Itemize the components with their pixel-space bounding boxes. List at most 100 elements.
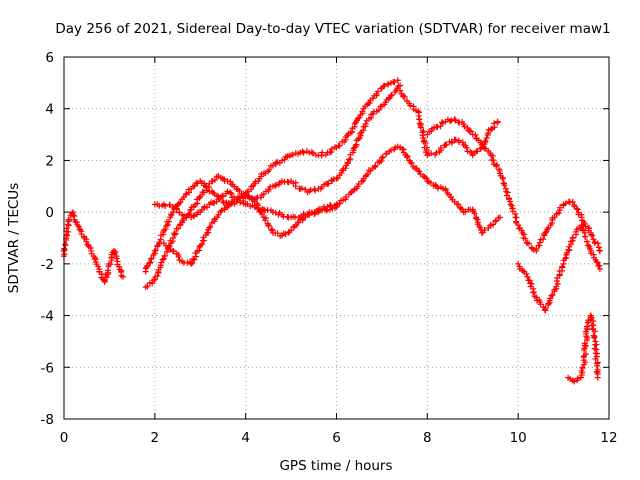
point-track-c: [312, 187, 319, 194]
point-track-c: [362, 120, 369, 127]
point-track-f: [494, 118, 501, 125]
point-track-b: [152, 247, 159, 254]
point-track-b: [252, 178, 259, 185]
point-track-c: [272, 182, 279, 189]
grid-layer: [64, 57, 609, 419]
point-track-e: [312, 210, 319, 217]
point-track-g: [455, 201, 462, 208]
point-track-d: [269, 209, 276, 216]
point-track-h: [492, 163, 499, 170]
point-track-c: [161, 252, 168, 259]
point-track-i: [549, 291, 556, 298]
point-track-e: [206, 224, 213, 231]
point-track-b: [266, 166, 273, 173]
point-track-e: [259, 211, 265, 218]
point-track-c: [360, 127, 367, 134]
point-track-f: [433, 149, 440, 156]
point-track-d: [364, 171, 371, 178]
x-tick-label: 8: [423, 430, 432, 446]
point-track-e: [217, 208, 224, 215]
y-tick-label: 4: [45, 102, 54, 118]
point-track-g: [399, 145, 406, 152]
point-track-i: [594, 259, 601, 266]
point-track-g: [471, 210, 478, 217]
point-track-b: [281, 156, 288, 163]
point-track-f: [422, 140, 429, 147]
point-track-i: [554, 280, 561, 287]
point-track-h: [555, 209, 562, 216]
point-track-b: [164, 221, 171, 228]
point-track-e: [333, 203, 340, 210]
point-track-h: [467, 128, 474, 135]
y-tick-label: -8: [41, 412, 54, 428]
point-track-g: [427, 179, 434, 186]
point-track-g: [492, 218, 499, 225]
point-track-f: [421, 137, 428, 144]
point-track-c: [272, 182, 279, 189]
point-track-h: [526, 240, 533, 247]
point-track-b: [385, 80, 392, 87]
point-track-e: [323, 207, 330, 214]
point-track-h: [434, 124, 441, 131]
point-track-f: [420, 128, 427, 135]
point-track-e: [207, 223, 214, 230]
point-track-b: [328, 148, 335, 155]
point-track-b: [328, 145, 335, 152]
x-tick-label: 10: [510, 430, 527, 446]
point-track-b: [359, 108, 366, 115]
point-track-c: [325, 180, 332, 187]
point-track-i: [537, 301, 544, 308]
x-tick-label: 0: [60, 430, 69, 446]
point-track-c: [211, 176, 218, 183]
point-track-g: [415, 167, 422, 174]
point-track-b: [210, 189, 217, 196]
point-track-c: [150, 277, 157, 284]
point-track-f: [407, 102, 414, 109]
point-track-h: [574, 206, 581, 213]
point-track-j: [582, 351, 589, 358]
point-track-b: [177, 199, 184, 206]
point-track-g: [408, 160, 415, 167]
point-track-c: [292, 183, 299, 190]
point-track-b: [308, 149, 315, 156]
point-track-g: [407, 159, 414, 166]
point-track-a: [113, 255, 120, 262]
point-track-d: [227, 189, 234, 196]
point-track-h: [508, 202, 515, 209]
x-axis-label: GPS time / hours: [279, 458, 392, 474]
point-track-g: [423, 175, 430, 182]
point-track-f: [487, 126, 494, 133]
point-track-g: [490, 221, 497, 228]
point-track-i: [584, 238, 591, 245]
point-track-f: [417, 124, 424, 131]
point-track-a: [65, 216, 72, 223]
point-track-g: [473, 215, 480, 222]
x-tick-label: 12: [600, 430, 617, 446]
point-track-c: [196, 194, 203, 201]
point-track-h: [573, 205, 580, 212]
point-track-h: [540, 236, 547, 243]
point-track-f: [491, 120, 498, 127]
point-track-e: [198, 241, 205, 248]
point-track-i: [515, 260, 522, 267]
point-track-b: [170, 209, 176, 216]
point-track-b: [391, 78, 398, 85]
point-track-h: [437, 123, 444, 130]
point-track-f: [443, 141, 450, 148]
point-track-i: [519, 267, 526, 274]
point-track-e: [225, 202, 232, 209]
point-track-h: [590, 236, 597, 243]
point-track-h: [594, 240, 601, 247]
point-track-j: [588, 322, 595, 329]
point-track-h: [595, 244, 602, 251]
point-track-h: [551, 214, 558, 221]
point-track-e: [288, 227, 295, 234]
point-track-h: [472, 131, 479, 138]
point-track-c: [154, 272, 161, 279]
point-track-f: [463, 144, 470, 151]
point-track-f: [437, 144, 444, 151]
y-tick-label: 2: [45, 153, 54, 169]
point-track-j: [582, 343, 589, 350]
point-track-g: [403, 154, 410, 161]
